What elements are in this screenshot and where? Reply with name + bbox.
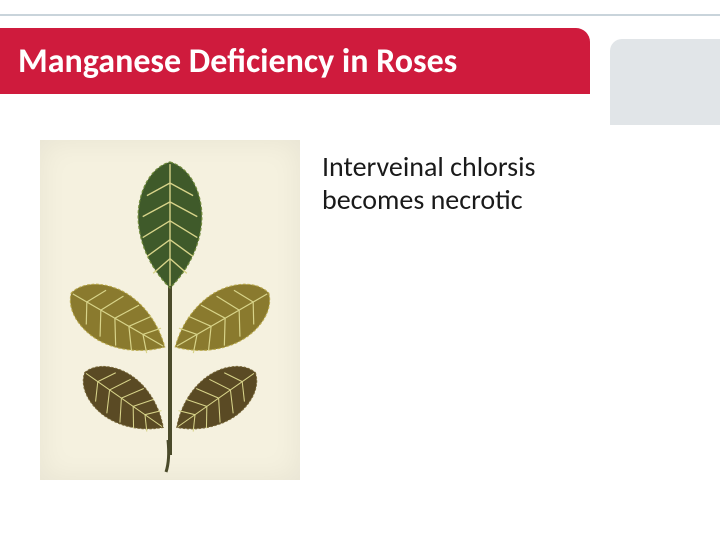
leaf-illustration [40, 140, 300, 480]
description-line-2: becomes necrotic [322, 183, 536, 216]
slide-title: Manganese Deficiency in Roses [18, 41, 457, 82]
leaflet-low-left [71, 353, 177, 448]
leaflet-mid-left [58, 269, 179, 370]
description: Interveinal chlorsis becomes necrotic [322, 150, 536, 520]
description-line-1: Interveinal chlorsis [322, 150, 536, 183]
leaflet-top [138, 162, 202, 288]
side-accent-block [610, 39, 720, 125]
leaf-figure [40, 140, 300, 480]
leaflet-low-right [163, 353, 269, 448]
content-area: Interveinal chlorsis becomes necrotic [40, 140, 690, 520]
slide: Manganese Deficiency in Roses [0, 0, 720, 540]
stem-tail [166, 440, 169, 472]
top-rule [0, 14, 720, 16]
leaflet-mid-right [162, 269, 283, 370]
title-band: Manganese Deficiency in Roses [0, 28, 590, 94]
